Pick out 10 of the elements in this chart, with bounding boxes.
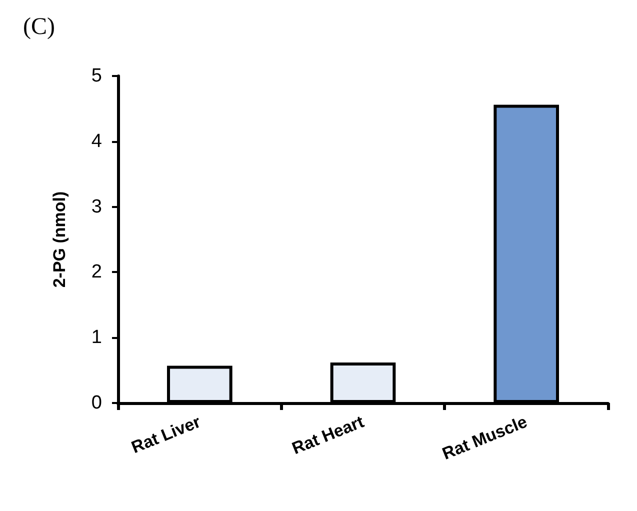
y-axis-title: 2-PG (nmol) bbox=[50, 191, 69, 288]
y-tick-label: 5 bbox=[91, 66, 102, 86]
y-tick-label: 1 bbox=[91, 327, 102, 348]
y-tick-label: 2 bbox=[91, 262, 102, 283]
x-tick-label: Rat Liver bbox=[128, 412, 204, 458]
x-tick-label: Rat Heart bbox=[289, 412, 367, 458]
y-tick-label: 0 bbox=[91, 392, 102, 414]
chart-title: (C) bbox=[23, 14, 55, 40]
y-tick-label: 3 bbox=[91, 196, 102, 218]
y-tick-label: 4 bbox=[91, 130, 102, 152]
